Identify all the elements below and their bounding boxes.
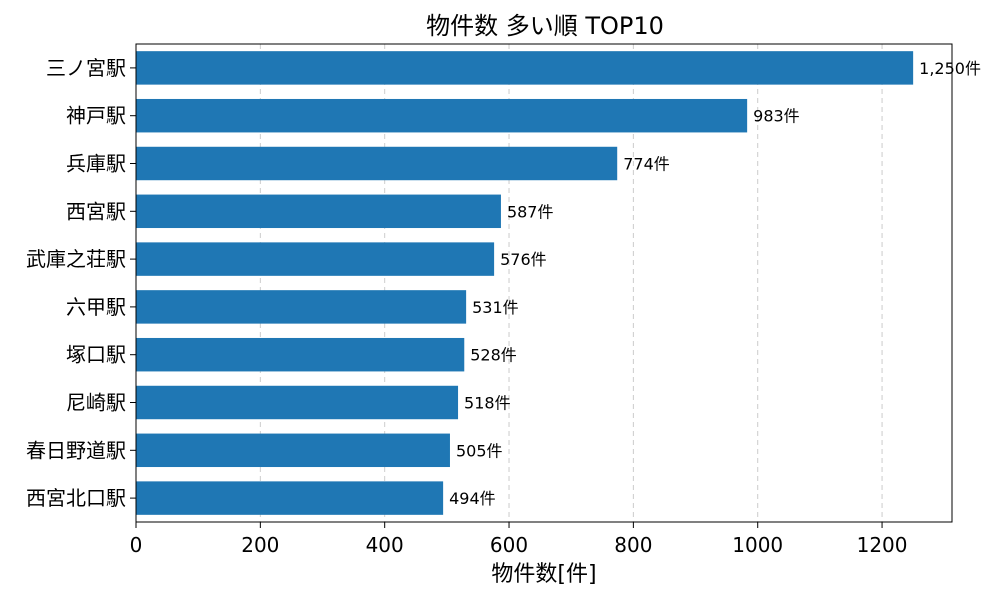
plot-frame [135, 43, 953, 523]
bar [136, 481, 444, 515]
data-labels: 1,250件 983件 774件 587件 576件 531件 528件 518件 505件 49… [449, 59, 981, 508]
data-label: 774件 [623, 155, 670, 174]
x-axis-label: 物件数[件] [491, 562, 596, 587]
data-label: 528件 [470, 346, 517, 365]
data-label: 1,250件 [919, 59, 981, 78]
y-tick-label: 神戸駅 [66, 104, 126, 128]
x-tick-labels: 0 200 400 600 800 1000 1200 [130, 522, 908, 557]
bar [136, 290, 467, 324]
bar [136, 385, 459, 420]
data-label: 494件 [449, 489, 496, 508]
x-tick-label: 1200 [857, 533, 908, 557]
data-label: 518件 [464, 394, 511, 413]
bar [136, 242, 495, 276]
x-tick-label: 600 [490, 533, 528, 557]
y-tick-label: 兵庫駅 [66, 152, 126, 176]
y-tick-label: 尼崎駅 [66, 391, 126, 415]
y-tick-label: 西宮北口駅 [26, 486, 126, 510]
y-tick-label: 武庫之荘駅 [26, 247, 126, 271]
data-label: 531件 [472, 298, 519, 317]
bar [136, 51, 914, 85]
data-label: 983件 [753, 107, 800, 126]
bars [136, 51, 914, 515]
bar [136, 433, 450, 468]
y-tick-label: 三ノ宮駅 [46, 56, 126, 80]
chart-title: 物件数 多い順 TOP10 [426, 12, 664, 40]
y-tick-label: 西宮駅 [66, 199, 126, 223]
data-label: 587件 [507, 202, 554, 221]
bar [136, 194, 501, 229]
x-tick-label: 400 [366, 533, 404, 557]
y-tick-label: 塚口駅 [66, 343, 126, 367]
bar [136, 98, 748, 133]
data-label: 576件 [500, 250, 547, 269]
x-tick-label: 1000 [732, 533, 783, 557]
y-tick-label: 春日野道駅 [26, 438, 126, 462]
x-tick-label: 0 [130, 533, 143, 557]
data-label: 505件 [456, 441, 503, 460]
bar [136, 146, 618, 181]
bar [136, 337, 465, 372]
x-tick-label: 200 [241, 533, 279, 557]
x-tick-label: 800 [614, 533, 652, 557]
y-tick-label: 六甲駅 [66, 295, 126, 319]
